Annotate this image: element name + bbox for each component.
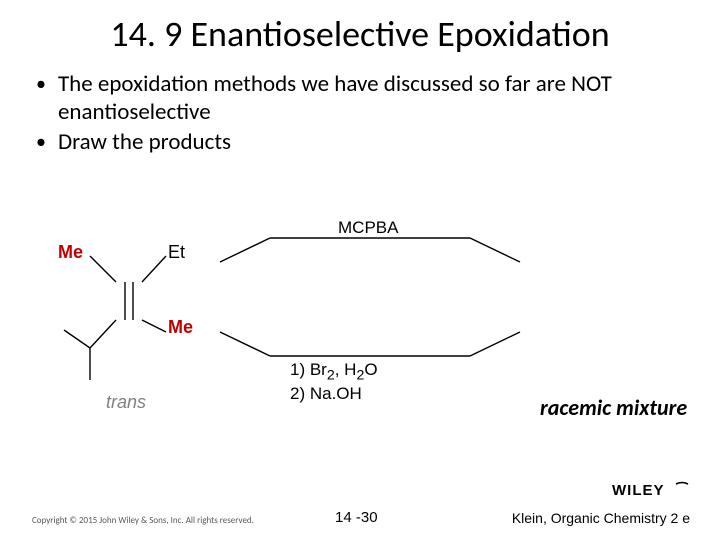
label-trans: trans	[106, 392, 146, 413]
bullet-text: The epoxidation methods we have discusse…	[58, 70, 690, 126]
footer: Copyright © 2015 John Wiley & Sons, Inc.…	[0, 502, 720, 530]
annotation-racemic: racemic mixture	[540, 394, 687, 421]
copyright-text: Copyright © 2015 John Wiley & Sons, Inc.…	[32, 515, 254, 526]
list-item: • The epoxidation methods we have discus…	[34, 70, 690, 126]
page-number: 14 -30	[335, 509, 378, 526]
label-me-mid: Me	[168, 317, 193, 338]
list-item: • Draw the products	[34, 128, 690, 156]
slide-title: 14. 9 Enantioselective Epoxidation	[0, 0, 720, 56]
label-mcpba: MCPBA	[338, 218, 398, 238]
chemical-diagram: Me Et Me trans MCPBA 1) Br2, H2O 2) Na.O…	[50, 220, 570, 420]
label-me-top: Me	[58, 242, 83, 263]
book-reference: Klein, Organic Chemistry 2 e	[512, 510, 690, 526]
bullet-marker: •	[36, 128, 46, 156]
bullet-list: • The epoxidation methods we have discus…	[0, 70, 720, 156]
label-et: Et	[168, 242, 185, 263]
label-step2: 2) Na.OH	[290, 384, 362, 404]
wiley-logo: WILEY	[612, 481, 690, 504]
logo-text: WILEY	[612, 482, 665, 499]
bullet-marker: •	[36, 70, 46, 98]
bullet-text: Draw the products	[58, 128, 231, 156]
label-step1: 1) Br2, H2O	[290, 360, 378, 383]
